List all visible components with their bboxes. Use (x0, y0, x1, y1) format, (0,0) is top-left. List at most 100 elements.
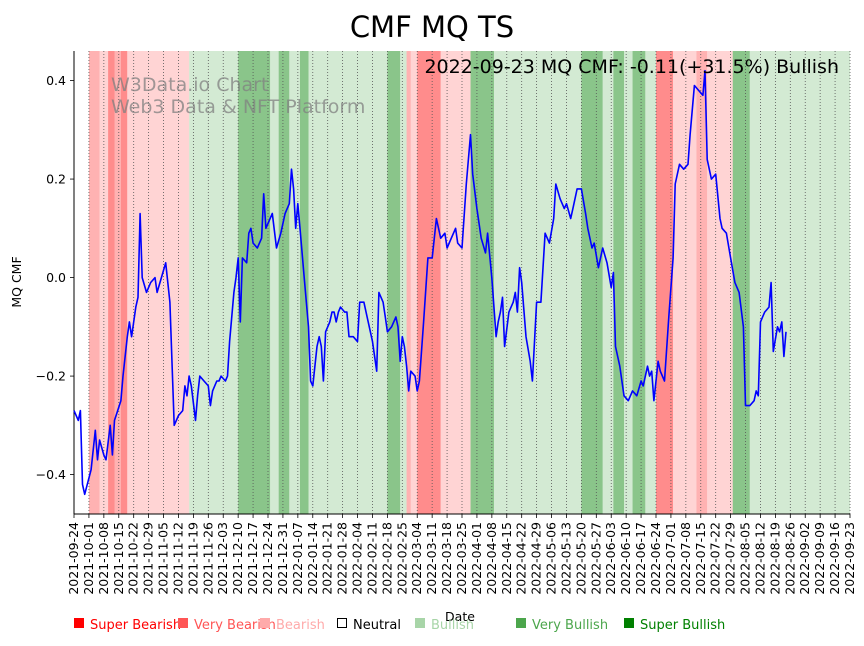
band-super-bearish (417, 51, 441, 514)
x-tick-label: 2022-04-15 (499, 522, 514, 595)
legend-label: Very Bearish (194, 618, 276, 633)
x-tick-label: 2022-02-11 (364, 522, 379, 595)
x-tick-label: 2021-11-19 (185, 522, 200, 595)
band-bullish (749, 51, 769, 514)
x-tick-label: 2021-09-24 (66, 522, 81, 595)
x-tick-label: 2022-07-08 (678, 522, 693, 595)
chart-title: CMF MQ TS (350, 10, 514, 44)
x-tick-label: 2022-08-12 (752, 522, 767, 595)
x-tick-label: 2021-10-15 (111, 522, 126, 595)
band-bullish (506, 51, 582, 514)
x-tick-label: 2022-04-08 (484, 522, 499, 595)
x-tick-label: 2022-06-24 (648, 522, 663, 595)
legend-label: Very Bullish (532, 618, 608, 633)
x-tick-label: 2021-10-22 (126, 522, 141, 595)
x-tick-label: 2022-05-13 (558, 522, 573, 595)
band-bearish (410, 51, 418, 514)
legend: Super Bearish Very Bearish Bearish Neutral B… (74, 618, 725, 633)
x-tick-label: 2021-12-31 (275, 522, 290, 595)
legend-swatch (624, 618, 634, 628)
x-tick-label: 2022-09-23 (842, 522, 857, 595)
x-tick-label: 2022-06-03 (603, 522, 618, 595)
x-tick-label: 2022-01-14 (305, 522, 320, 595)
legend-swatch (415, 618, 425, 628)
axes: 2021-09-24 2021-10-01 2021-10-08 2021-10-15… (36, 51, 857, 595)
band-very-bearish (406, 51, 411, 514)
x-tick-label: 2022-01-28 (335, 522, 350, 595)
band-bullish (189, 51, 239, 514)
x-tick-label: 2022-07-01 (663, 522, 678, 595)
x-tick-label: 2022-07-15 (693, 522, 708, 595)
x-tick-label: 2022-02-04 (350, 522, 365, 595)
x-tick-label: 2021-10-29 (141, 522, 156, 595)
x-tick-label: 2022-07-22 (708, 522, 723, 595)
band-very-bullish (613, 51, 625, 514)
x-tick-label: 2022-08-19 (767, 522, 782, 595)
x-tick-label: 2022-08-05 (738, 522, 753, 595)
band-bullish (270, 51, 279, 514)
band-very-bearish (114, 51, 121, 514)
band-bearish (127, 51, 190, 514)
legend-label: Super Bullish (640, 618, 725, 633)
y-tick-label: −0.4 (36, 467, 66, 482)
x-tick-label: 2022-05-27 (588, 522, 603, 595)
x-tick-label: 2022-03-25 (454, 522, 469, 595)
x-tick-label: 2022-03-04 (409, 522, 424, 595)
y-tick-label: 0.2 (46, 172, 66, 187)
band-very-bullish (238, 51, 271, 514)
band-bullish (602, 51, 614, 514)
x-tick-label: 2022-04-29 (529, 522, 544, 595)
y-tick-label: 0.4 (46, 73, 66, 88)
y-tick-label: 0.0 (46, 270, 66, 285)
x-tick-label: 2022-06-10 (618, 522, 633, 595)
band-very-bullish (470, 51, 494, 514)
x-tick-label: 2022-05-06 (544, 522, 559, 595)
band-bullish (308, 51, 388, 514)
band-very-bullish (581, 51, 603, 514)
x-tick-label: 2021-10-01 (81, 522, 96, 595)
x-tick-label: 2022-02-25 (394, 522, 409, 595)
x-tick-label: 2021-12-03 (215, 522, 230, 595)
x-tick-label: 2022-08-26 (782, 522, 797, 595)
legend-label: Bearish (276, 618, 325, 633)
legend-swatch (74, 618, 84, 628)
legend-swatch (516, 618, 526, 628)
x-tick-label: 2022-07-29 (723, 522, 738, 595)
x-tick-label: 2022-03-11 (424, 522, 439, 595)
x-tick-label: 2022-02-18 (379, 522, 394, 595)
band-bullish (624, 51, 633, 514)
x-tick-label: 2022-09-09 (812, 522, 827, 595)
band-super-bearish (108, 51, 115, 514)
x-tick-label: 2021-11-12 (170, 522, 185, 595)
legend-label: Neutral (353, 618, 401, 633)
x-tick-label: 2022-06-17 (633, 522, 648, 595)
band-very-bullish (632, 51, 646, 514)
band-very-bullish (387, 51, 401, 514)
legend-swatch (260, 618, 270, 628)
y-axis-label: MQ CMF (9, 256, 24, 307)
legend-label: Bullish (431, 618, 474, 633)
x-tick-label: 2021-11-26 (200, 522, 215, 595)
x-tick-label: 2021-10-08 (96, 522, 111, 595)
x-tick-label: 2021-11-05 (156, 522, 171, 595)
x-tick-label: 2022-09-02 (797, 522, 812, 595)
band-bullish (768, 51, 850, 514)
band-bullish (400, 51, 407, 514)
band-bearish (440, 51, 471, 514)
x-tick-label: 2022-09-16 (827, 522, 842, 595)
x-tick-label: 2021-12-24 (260, 522, 275, 595)
series-line-mq-cmf (73, 69, 787, 496)
band-very-bullish (278, 51, 290, 514)
band-very-bearish (88, 51, 100, 514)
band-bearish (673, 51, 697, 514)
watermark-line-2: Web3 Data & NFT Platform (111, 96, 365, 118)
watermark-line-1: W3Data.io Chart (111, 74, 268, 96)
x-axis-label: Date (445, 609, 475, 624)
band-super-bearish (120, 51, 128, 514)
x-tick-label: 2022-01-21 (320, 522, 335, 595)
x-tick-label: 2021-12-10 (230, 522, 245, 595)
band-very-bearish (696, 51, 708, 514)
y-tick-label: −0.2 (36, 369, 66, 384)
x-tick-label: 2022-04-22 (514, 522, 529, 595)
